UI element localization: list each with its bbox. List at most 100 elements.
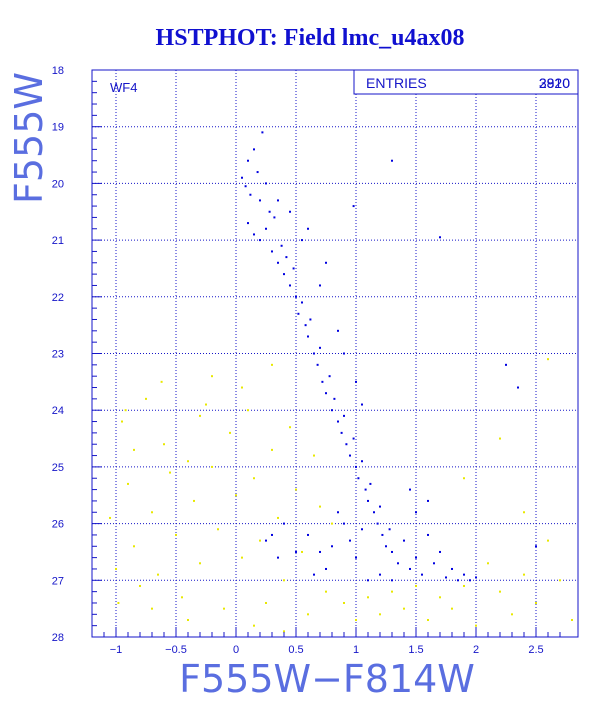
blue-point	[304, 324, 307, 327]
blue-point	[285, 256, 288, 259]
panel-label: WF4	[110, 80, 137, 95]
blue-point	[409, 567, 411, 570]
yellow-point	[355, 618, 357, 621]
blue-point	[244, 185, 247, 188]
yellow-point	[187, 618, 189, 621]
blue-point	[268, 210, 271, 213]
blue-point	[415, 556, 417, 559]
yellow-point	[283, 630, 285, 633]
yellow-point	[451, 607, 453, 610]
blue-point	[355, 380, 357, 383]
blue-point	[364, 488, 367, 491]
y-tick-label: 27	[52, 575, 64, 587]
yellow-point	[217, 528, 219, 531]
blue-point	[352, 205, 355, 208]
blue-point	[475, 576, 477, 579]
yellow-point	[439, 596, 441, 599]
blue-point	[352, 437, 355, 440]
blue-point	[376, 522, 379, 525]
blue-point	[343, 522, 345, 525]
blue-point	[319, 346, 321, 349]
x-tick-label: 2.5	[528, 644, 543, 656]
blue-point	[259, 239, 261, 242]
yellow-point	[475, 624, 477, 627]
yellow-point	[547, 358, 549, 361]
yellow-point	[151, 607, 153, 610]
yellow-point	[139, 584, 141, 587]
yellow-point	[325, 590, 327, 593]
yellow-point	[163, 443, 165, 446]
blue-point	[328, 375, 331, 378]
yellow-point	[289, 426, 291, 429]
blue-point	[295, 550, 297, 553]
y-tick-label: 22	[52, 292, 64, 304]
yellow-point	[427, 618, 429, 621]
yellow-point	[499, 437, 501, 440]
yellow-point	[193, 499, 195, 502]
blue-point	[253, 233, 255, 236]
blue-point	[337, 329, 339, 332]
yellow-point	[241, 556, 243, 559]
blue-point	[307, 533, 309, 536]
blue-point	[331, 409, 333, 412]
yellow-point	[235, 494, 237, 497]
blue-point	[397, 562, 399, 565]
blue-point	[427, 533, 429, 536]
blue-point	[379, 573, 381, 576]
blue-point	[247, 159, 249, 162]
blue-point	[331, 545, 333, 548]
stats-entries-value-1: 2820	[539, 75, 570, 91]
blue-point	[292, 267, 295, 270]
y-tick-label: 21	[52, 235, 64, 247]
yellow-point	[547, 539, 549, 542]
y-tick-label: 18	[52, 65, 64, 77]
yellow-point	[271, 363, 273, 366]
y-tick-label: 24	[52, 405, 64, 417]
blue-point	[289, 210, 291, 213]
blue-point	[403, 539, 405, 542]
blue-point	[349, 539, 351, 542]
blue-point	[355, 556, 357, 559]
blue-point	[261, 131, 264, 134]
yellow-point	[283, 579, 285, 582]
blue-point	[369, 482, 372, 485]
x-tick-label: 1	[353, 644, 359, 656]
blue-point	[457, 579, 459, 582]
blue-point	[343, 414, 345, 417]
blue-point	[409, 488, 411, 491]
yellow-point	[403, 607, 405, 610]
blue-point	[309, 318, 312, 321]
stats-entries-label: ENTRIES	[366, 75, 427, 91]
blue-point	[256, 171, 259, 174]
yellow-point	[343, 601, 345, 604]
blue-point	[295, 295, 297, 298]
blue-point	[373, 511, 375, 514]
yellow-point	[160, 380, 163, 383]
yellow-point	[499, 590, 501, 593]
yellow-point	[187, 460, 189, 463]
yellow-point	[331, 522, 333, 525]
blue-point	[241, 176, 243, 179]
blue-point	[301, 301, 303, 304]
blue-point	[265, 182, 267, 185]
blue-point	[271, 250, 273, 253]
stats-entries-value-2: 3910	[539, 75, 570, 91]
yellow-point	[223, 607, 225, 610]
blue-point	[321, 380, 324, 383]
yellow-point	[319, 505, 321, 508]
blue-point	[391, 579, 393, 582]
yellow-point	[211, 465, 213, 468]
blue-point	[517, 386, 519, 389]
blue-point	[505, 363, 507, 366]
y-tick-label: 23	[52, 349, 64, 361]
yellow-point	[181, 596, 183, 599]
y-tick-label: 19	[52, 122, 64, 134]
y-axis-label: F555W	[7, 72, 51, 204]
blue-point	[439, 550, 441, 553]
yellow-point	[157, 573, 159, 576]
yellow-point	[117, 601, 120, 604]
yellow-point	[415, 584, 417, 587]
yellow-point	[379, 613, 381, 616]
blue-point	[325, 567, 327, 570]
